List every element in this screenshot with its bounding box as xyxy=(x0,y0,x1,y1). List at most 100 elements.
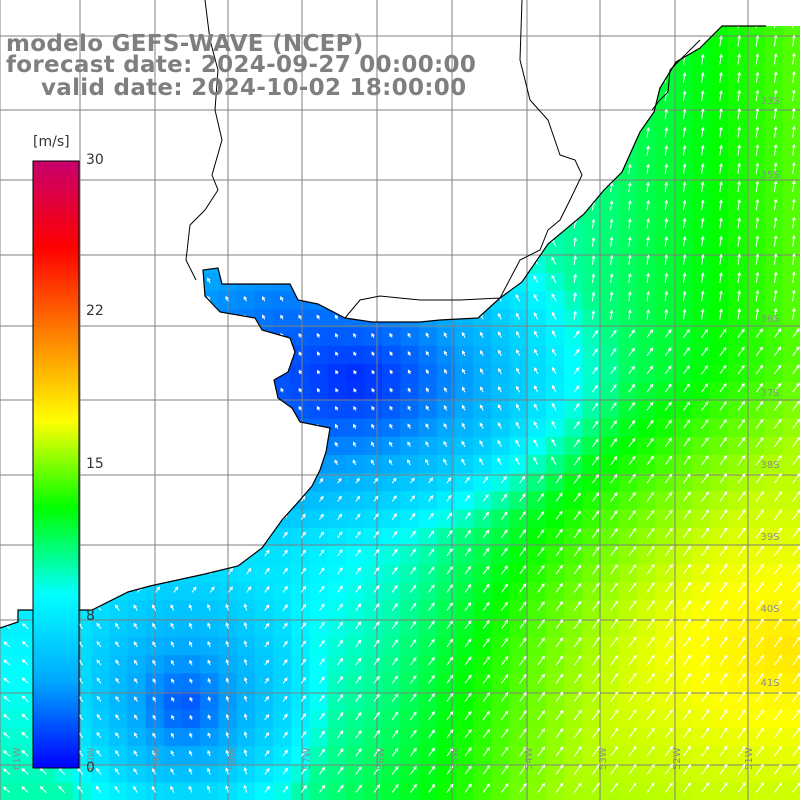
wind-cell xyxy=(473,491,492,511)
wind-arrow xyxy=(446,638,454,648)
wind-cell xyxy=(582,382,602,401)
wind-arrow xyxy=(337,603,343,611)
wind-arrow xyxy=(337,549,343,557)
wind-arrow xyxy=(446,512,453,520)
wind-arrow xyxy=(428,729,436,739)
wind-cell xyxy=(691,182,711,201)
wind-arrow xyxy=(682,365,690,375)
wind-cell xyxy=(709,218,729,238)
wind-arrow xyxy=(773,672,783,684)
wind-arrow xyxy=(700,235,705,247)
wind-cell xyxy=(637,127,656,147)
wind-arrow xyxy=(792,198,796,211)
wind-arrow xyxy=(773,763,783,775)
wind-cell xyxy=(782,509,800,529)
wind-arrow xyxy=(628,636,637,648)
wind-arrow xyxy=(189,678,193,684)
wind-arrow xyxy=(737,271,742,284)
wind-arrow xyxy=(428,693,435,702)
wind-arrow xyxy=(555,746,564,757)
wind-arrow xyxy=(207,749,211,757)
wind-arrow xyxy=(425,350,430,357)
wind-arrow xyxy=(337,639,344,648)
wind-cell xyxy=(400,527,420,547)
wind-cell xyxy=(782,455,800,474)
wind-arrow xyxy=(664,782,673,793)
wind-arrow xyxy=(243,749,248,757)
wind-arrow xyxy=(773,198,778,211)
wind-arrow xyxy=(537,637,545,648)
wind-arrow xyxy=(737,581,746,593)
wind-cell xyxy=(746,655,765,674)
wind-arrow xyxy=(407,405,411,411)
wind-arrow xyxy=(355,567,362,575)
wind-arrow xyxy=(773,563,783,575)
wind-arrow xyxy=(701,654,710,666)
wind-arrow xyxy=(443,440,448,448)
wind-cell xyxy=(327,546,347,565)
wind-cell xyxy=(673,309,693,329)
wind-arrow xyxy=(719,401,727,411)
wind-arrow xyxy=(700,162,705,174)
wind-cell xyxy=(691,673,711,693)
model-title: modelo GEFS-WAVE (NCEP) xyxy=(6,31,364,57)
wind-arrow xyxy=(737,71,742,83)
wind-arrow xyxy=(407,459,411,466)
wind-cell xyxy=(637,163,656,183)
longitude-label: 57W xyxy=(302,747,313,770)
wind-cell xyxy=(764,691,784,711)
wind-arrow xyxy=(133,659,138,666)
wind-arrow xyxy=(335,332,339,338)
wind-arrow xyxy=(428,548,435,557)
wind-arrow xyxy=(682,527,692,539)
wind-arrow xyxy=(537,764,546,775)
wind-arrow xyxy=(207,622,211,629)
wind-arrow xyxy=(682,328,690,338)
wind-cell xyxy=(418,564,438,583)
wind-arrow xyxy=(115,622,120,630)
wind-cell xyxy=(327,564,347,583)
wind-cell xyxy=(400,564,420,583)
wind-cell xyxy=(728,455,747,474)
wind-arrow xyxy=(682,691,692,702)
wind-cell xyxy=(655,200,674,219)
wind-arrow xyxy=(755,763,764,775)
wind-cell xyxy=(564,327,583,347)
wind-cell xyxy=(600,655,620,674)
wind-arrow xyxy=(664,329,672,338)
wind-cell xyxy=(746,309,765,329)
wind-arrow xyxy=(700,126,705,138)
wind-cell xyxy=(637,200,656,219)
wind-arrow xyxy=(428,620,435,630)
wind-arrow xyxy=(719,600,728,611)
wind-cell xyxy=(637,673,656,693)
wind-arrow xyxy=(773,71,778,83)
wind-arrow xyxy=(664,527,673,539)
wind-arrow xyxy=(646,218,650,229)
wind-arrow xyxy=(664,654,673,666)
wind-arrow xyxy=(700,272,705,284)
wind-arrow xyxy=(792,180,796,193)
wind-arrow xyxy=(755,472,764,484)
wind-arrow xyxy=(519,529,527,539)
wind-arrow xyxy=(152,732,157,739)
wind-arrow xyxy=(591,348,598,357)
longitude-label: 60W xyxy=(86,747,97,770)
wind-arrow xyxy=(425,332,430,338)
wind-arrow xyxy=(407,387,412,393)
wind-cell xyxy=(600,400,620,420)
wind-arrow xyxy=(464,620,472,630)
wind-arrow xyxy=(482,583,490,593)
wind-arrow xyxy=(628,329,635,338)
wind-arrow xyxy=(282,604,288,611)
wind-cell xyxy=(728,618,747,638)
wind-arrow xyxy=(537,655,545,666)
wind-cell xyxy=(655,618,674,638)
wind-arrow xyxy=(737,727,746,739)
wind-arrow xyxy=(737,144,742,156)
wind-arrow xyxy=(152,696,157,702)
wind-arrow xyxy=(737,763,746,775)
wind-arrow xyxy=(628,473,636,484)
wind-arrow xyxy=(96,659,102,666)
wind-cell xyxy=(618,618,638,638)
